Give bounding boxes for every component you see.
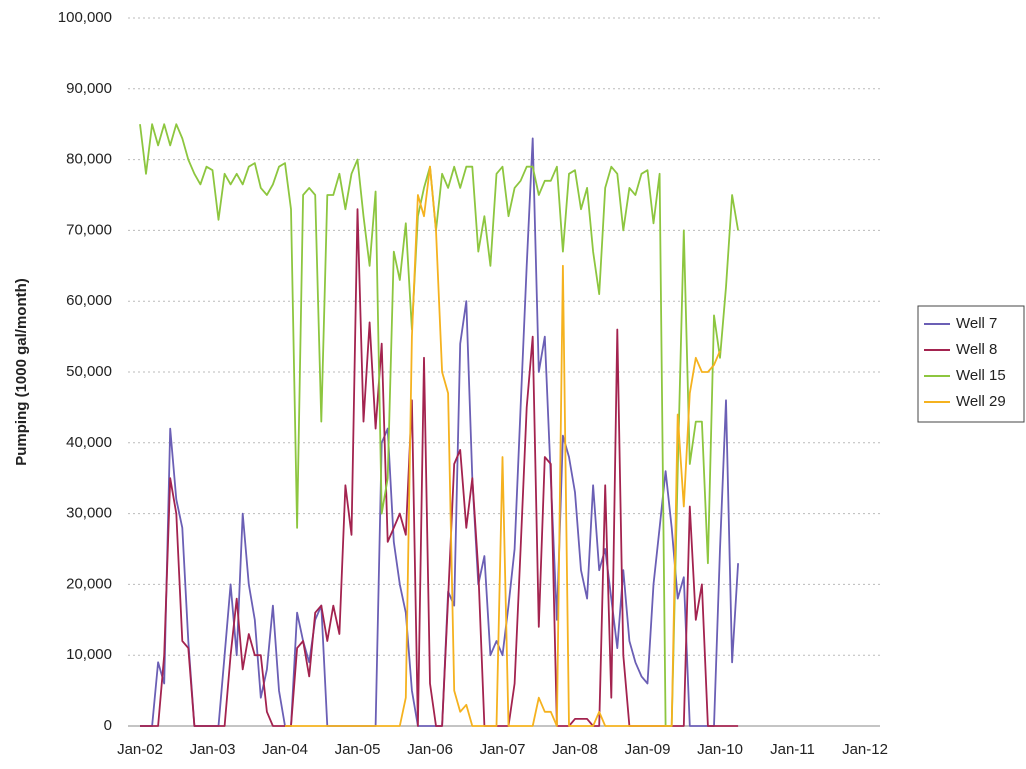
- series-line: [140, 137, 739, 727]
- legend-label: Well 15: [956, 367, 1006, 384]
- y-tick-label: 0: [104, 717, 112, 734]
- legend-label: Well 29: [956, 393, 1006, 410]
- x-tick-label: Jan-10: [697, 741, 743, 758]
- x-tick-label: Jan-02: [117, 741, 163, 758]
- legend-label: Well 8: [956, 341, 997, 358]
- y-tick-label: 20,000: [66, 575, 112, 592]
- series-line: [139, 123, 739, 727]
- series-line: [285, 165, 721, 727]
- y-tick-label: 90,000: [66, 80, 112, 97]
- legend-label: Well 7: [956, 315, 997, 332]
- y-tick-label: 100,000: [58, 9, 112, 26]
- y-tick-label: 60,000: [66, 292, 112, 309]
- x-tick-label: Jan-05: [335, 741, 381, 758]
- x-tick-label: Jan-06: [407, 741, 453, 758]
- y-tick-label: 50,000: [66, 363, 112, 380]
- y-tick-label: 70,000: [66, 221, 112, 238]
- x-tick-label: Jan-09: [625, 741, 671, 758]
- x-tick-label: Jan-04: [262, 741, 308, 758]
- y-tick-label: 30,000: [66, 505, 112, 522]
- y-tick-label: 10,000: [66, 646, 112, 663]
- x-tick-label: Jan-11: [770, 741, 815, 758]
- x-tick-label: Jan-08: [552, 741, 598, 758]
- y-tick-label: 40,000: [66, 434, 112, 451]
- y-tick-label: 80,000: [66, 151, 112, 168]
- x-tick-label: Jan-07: [480, 741, 526, 758]
- y-axis-title: Pumping (1000 gal/month): [13, 278, 30, 466]
- x-tick-label: Jan-03: [190, 741, 236, 758]
- x-tick-label: Jan-12: [842, 741, 888, 758]
